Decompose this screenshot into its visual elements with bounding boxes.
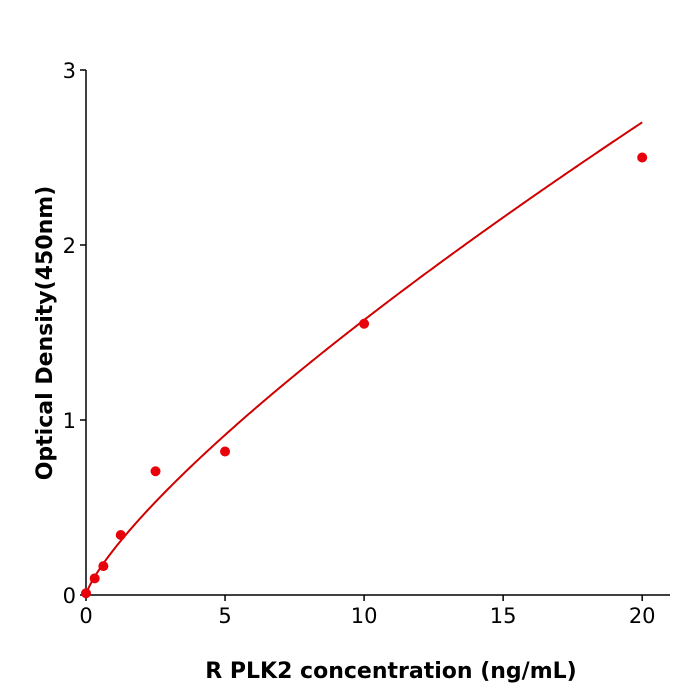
y-tick-label: 2 xyxy=(63,234,76,258)
x-tick-label: 15 xyxy=(490,604,517,628)
x-axis-label: R PLK2 concentration (ng/mL) xyxy=(205,659,576,684)
data-point xyxy=(115,529,126,540)
data-point xyxy=(150,466,161,477)
data-points xyxy=(81,152,648,599)
y-axis-label: Optical Density(450nm) xyxy=(33,186,58,481)
data-point xyxy=(359,318,370,329)
x-tick-label: 0 xyxy=(79,604,92,628)
y-tick-label: 3 xyxy=(63,59,76,83)
axes: 0 5 10 15 20 0 1 2 3 xyxy=(63,59,670,628)
y-tick-label: 0 xyxy=(63,584,76,608)
data-point xyxy=(637,152,648,163)
data-point xyxy=(98,561,109,572)
y-tick-label: 1 xyxy=(63,409,76,433)
x-tick-label: 5 xyxy=(218,604,231,628)
fit-curve-group xyxy=(85,121,643,596)
fit-curve xyxy=(85,121,643,596)
x-tick-label: 10 xyxy=(351,604,378,628)
data-point xyxy=(220,446,231,457)
x-tick-label: 20 xyxy=(629,604,656,628)
data-point xyxy=(81,588,91,599)
data-point xyxy=(89,573,100,584)
